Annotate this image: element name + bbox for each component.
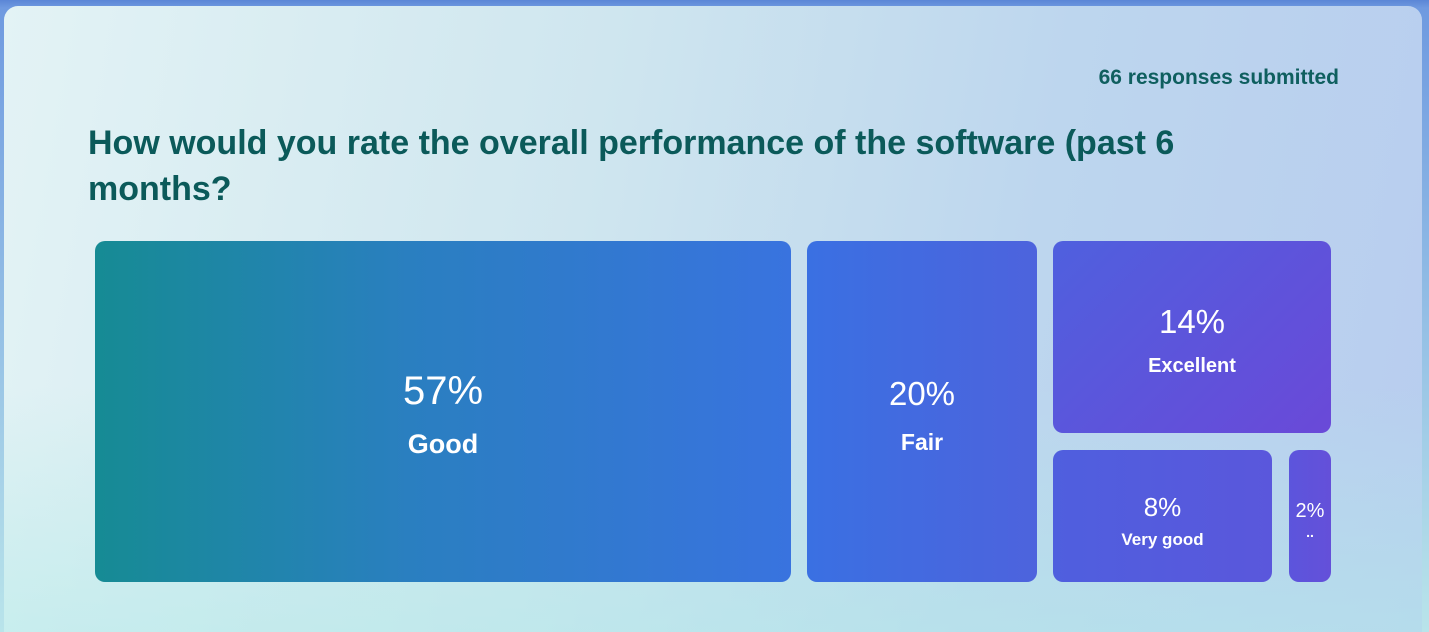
tile-label: .. — [1306, 524, 1314, 540]
treemap-tile-other[interactable]: 2% .. — [1289, 450, 1331, 582]
treemap-tile-good[interactable]: 57% Good — [95, 241, 791, 582]
treemap-tile-very-good[interactable]: 8% Very good — [1053, 450, 1272, 582]
treemap-tile-excellent[interactable]: 14% Excellent — [1053, 241, 1331, 433]
question-title: How would you rate the overall performan… — [88, 124, 1175, 208]
tile-percent: 14% — [1158, 303, 1226, 340]
tile-percent: 8% — [1143, 492, 1182, 522]
tile-label: Good — [407, 429, 479, 459]
tile-percent: 2% — [1295, 500, 1325, 522]
tile-label: Fair — [900, 429, 944, 455]
results-card: 66 responses submitted How would you rat… — [4, 6, 1422, 632]
tile-percent: 20% — [888, 375, 956, 412]
tile-label: Excellent — [1148, 355, 1236, 377]
tile-label: Very good — [1121, 530, 1204, 549]
treemap-tile-fair[interactable]: 20% Fair — [807, 241, 1037, 582]
responses-count: 66 responses submitted — [1098, 66, 1339, 89]
tile-percent: 57% — [402, 369, 484, 413]
